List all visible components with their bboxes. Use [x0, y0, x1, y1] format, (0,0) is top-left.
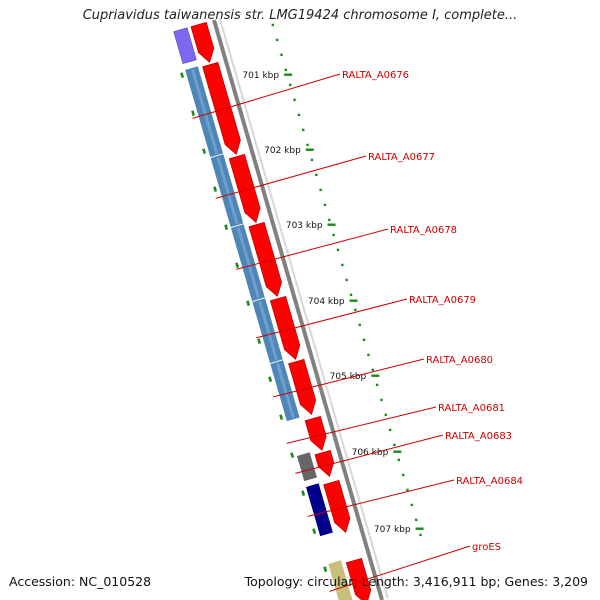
- scale-label: 707 kbp: [374, 525, 411, 535]
- gene-label[interactable]: RALTA_A0683: [445, 431, 512, 442]
- track-block-highlight: [216, 157, 239, 225]
- cds-arrow[interactable]: [228, 153, 261, 223]
- scale-tick: [310, 158, 314, 162]
- gene-label[interactable]: RALTA_A0684: [456, 476, 523, 487]
- scale-tick: [367, 353, 370, 357]
- scale-tick: [289, 83, 292, 87]
- scale-tick: [358, 323, 361, 327]
- track-block-highlight: [236, 227, 260, 299]
- backbone-shadow-line: [218, 18, 389, 599]
- outer-track-tick: [235, 262, 240, 268]
- gene-label-leader: [329, 545, 471, 592]
- cds-arrow[interactable]: [314, 449, 335, 477]
- scale-tick: [354, 308, 357, 312]
- outer-track-tick: [301, 490, 306, 496]
- gene-label[interactable]: RALTA_A0678: [390, 225, 457, 236]
- outer-track-tick: [213, 186, 218, 192]
- scale-label: 701 kbp: [242, 71, 279, 81]
- gene-label-leader: [255, 298, 408, 339]
- track-block-dark_gray[interactable]: [295, 451, 318, 483]
- scale-tick: [388, 428, 392, 432]
- scale-tick: [362, 338, 366, 342]
- scale-label: 704 kbp: [308, 297, 345, 307]
- gene-label-leader: [215, 155, 367, 199]
- track-block-highlight: [191, 69, 219, 155]
- scale-tick: [349, 293, 353, 297]
- outer-track-tick: [323, 566, 328, 572]
- gene-label[interactable]: groES: [472, 542, 501, 553]
- outer-track-tick: [257, 338, 262, 344]
- scale-tick: [275, 38, 279, 42]
- gene-label-leader: [192, 73, 341, 119]
- gene-label[interactable]: RALTA_A0677: [368, 152, 435, 163]
- outer-track-tick: [246, 300, 251, 306]
- scale-tick: [293, 98, 296, 102]
- backbone-line: [212, 19, 384, 600]
- scale-tick: [406, 488, 409, 492]
- scale-tick: [328, 218, 331, 222]
- outer-track-tick: [279, 414, 284, 420]
- scale-tick: [306, 143, 309, 147]
- outer-track-tick: [191, 110, 196, 116]
- gene-label-leader: [307, 479, 455, 517]
- scale-tick: [397, 458, 401, 462]
- track-block-highlight: [258, 301, 278, 361]
- gene-label[interactable]: RALTA_A0679: [409, 295, 476, 306]
- scale-tick: [380, 398, 383, 402]
- scale-tick: [271, 23, 275, 27]
- scale-tick: [332, 233, 335, 237]
- gene-label-leader: [286, 406, 437, 444]
- scale-tick: [336, 248, 340, 252]
- scale-tick: [375, 383, 379, 387]
- gene-label[interactable]: RALTA_A0680: [426, 355, 493, 366]
- scale-tick: [315, 173, 318, 177]
- outer-track-tick: [224, 224, 229, 230]
- cds-arrow[interactable]: [304, 415, 327, 451]
- outer-track-tick: [268, 376, 273, 382]
- cds-arrow-partial[interactable]: [190, 21, 215, 63]
- scale-tick: [284, 68, 288, 72]
- gene-label[interactable]: RALTA_A0681: [438, 403, 505, 414]
- scale-tick: [297, 113, 301, 117]
- cds-arrow[interactable]: [269, 295, 301, 360]
- scale-tick: [384, 413, 387, 417]
- map-title: Cupriavidus taiwanensis str. LMG19424 ch…: [82, 8, 518, 23]
- cds-arrow[interactable]: [323, 479, 351, 533]
- cds-arrow[interactable]: [288, 358, 317, 415]
- scale-tick: [302, 128, 305, 132]
- scale-tick: [319, 188, 322, 192]
- scale-label: 705 kbp: [330, 372, 367, 382]
- scale-label: 706 kbp: [352, 448, 389, 458]
- track-block-khaki[interactable]: [327, 559, 355, 600]
- scale-tick: [323, 203, 327, 207]
- gene-label-leader: [295, 434, 444, 474]
- outer-track-tick: [202, 148, 207, 154]
- scale-tick: [341, 263, 344, 267]
- scale-tick: [393, 443, 396, 447]
- scale-tick: [415, 518, 418, 522]
- track-block-navy[interactable]: [304, 482, 334, 538]
- accession-text: Accession: NC_010528: [9, 574, 152, 589]
- scale-tick: [401, 473, 405, 477]
- genome-stats-text: Topology: circular; Length: 3,416,911 bp…: [244, 574, 588, 589]
- outer-track-tick: [312, 528, 317, 534]
- cds-arrow[interactable]: [202, 61, 241, 155]
- gene-label-leader: [236, 228, 389, 270]
- scale-tick: [410, 503, 414, 507]
- scale-tick: [419, 533, 422, 537]
- scale-tick: [345, 278, 348, 282]
- scale-label: 702 kbp: [264, 146, 301, 156]
- scale-tick: [280, 53, 283, 57]
- cds-arrow[interactable]: [248, 221, 282, 297]
- gene-label-leader: [273, 358, 425, 398]
- scale-tick: [371, 368, 374, 372]
- track-block-purple[interactable]: [173, 27, 197, 65]
- outer-track-tick: [290, 452, 295, 458]
- outer-track-tick: [180, 72, 185, 78]
- scale-label: 703 kbp: [286, 221, 323, 231]
- track-block-highlight: [276, 363, 295, 419]
- gene-label[interactable]: RALTA_A0676: [342, 70, 409, 81]
